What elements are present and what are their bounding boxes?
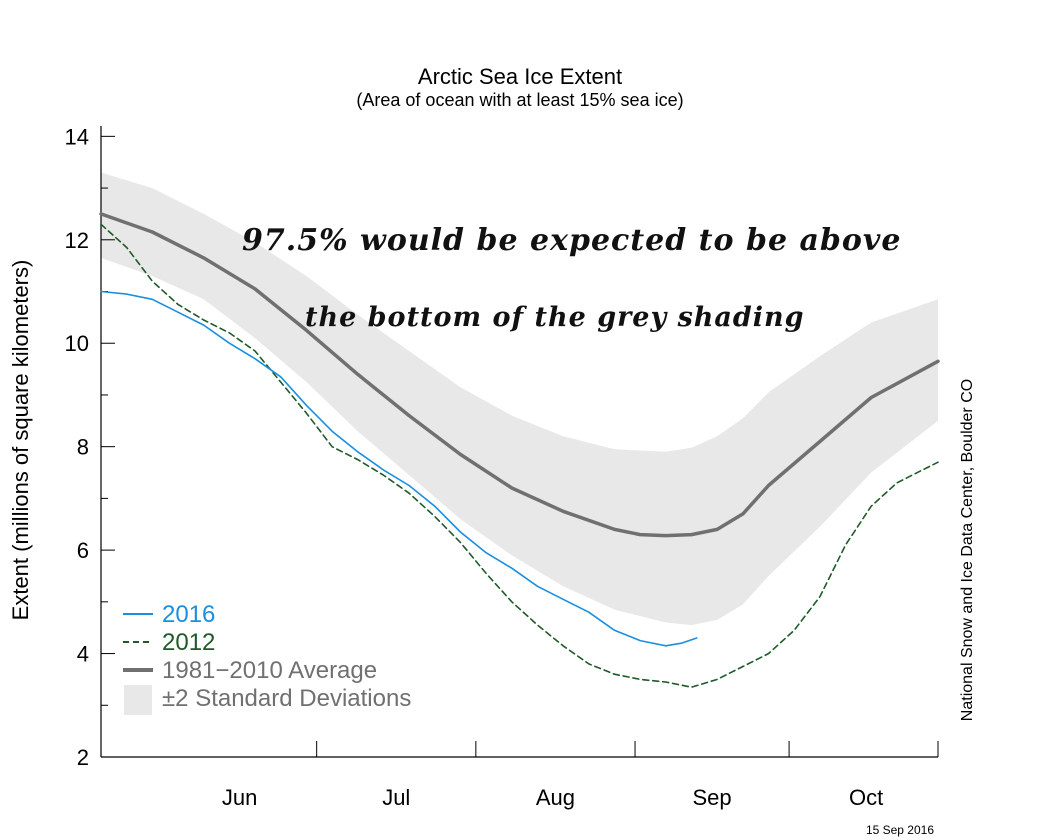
chart-title: Arctic Sea Ice Extent (418, 64, 622, 89)
legend-label-2012: 2012 (162, 629, 215, 656)
series-line-2016 (100, 290, 698, 647)
std-dev-band (101, 172, 938, 626)
legend: 2016 2012 1981−2010 Average ±2 Standard … (123, 601, 411, 715)
legend-label-average: 1981−2010 Average (162, 657, 377, 684)
annotation-line-1: 97.5% would be expected to be above (242, 223, 901, 258)
legend-label-2016: 2016 (162, 601, 215, 628)
legend-swatch-band (124, 685, 152, 715)
x-tick-label-aug: Aug (536, 785, 575, 810)
y-tick-label: 10 (65, 331, 89, 356)
std-dev-band-layer (101, 172, 938, 626)
series-layer (99, 212, 940, 688)
x-tick-label-oct: Oct (849, 785, 883, 810)
x-tick-label-jun: Jun (222, 785, 257, 810)
series-line-2012 (100, 223, 939, 688)
date-stamp: 15 Sep 2016 (866, 823, 934, 837)
annotation-line-2: the bottom of the grey shading (305, 302, 805, 333)
y-tick-label: 4 (77, 642, 89, 667)
y-tick-label: 8 (77, 435, 89, 460)
y-tick-label: 12 (65, 228, 89, 253)
y-tick-label: 2 (77, 745, 89, 770)
chart-subtitle: (Area of ocean with at least 15% sea ice… (356, 90, 683, 110)
series-line-1981-2010-average (99, 212, 940, 538)
tick-labels: 2 4 6 8 10 12 14 Jun Jul Aug Sep Oct (65, 124, 884, 810)
legend-label-band: ±2 Standard Deviations (162, 685, 411, 712)
source-credit: National Snow and Ice Data Center, Bould… (959, 379, 976, 721)
y-axis-label: Extent (millions of square kilometers) (8, 260, 33, 621)
x-tick-label-sep: Sep (692, 785, 731, 810)
y-tick-label: 14 (65, 124, 89, 149)
y-tick-label: 6 (77, 538, 89, 563)
x-tick-label-jul: Jul (382, 785, 410, 810)
